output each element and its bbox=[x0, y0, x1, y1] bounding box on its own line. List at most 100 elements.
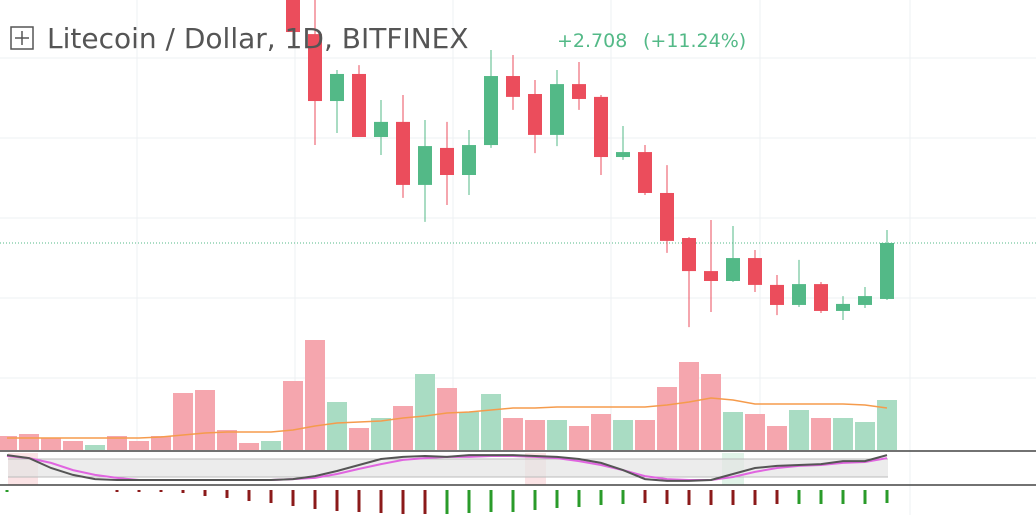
price-change: +2.708 bbox=[557, 30, 627, 52]
volume-bar bbox=[19, 434, 39, 450]
volume-bar bbox=[129, 441, 149, 450]
volume-bar bbox=[481, 394, 501, 450]
volume-bar bbox=[635, 420, 655, 450]
histogram-bar bbox=[379, 490, 383, 513]
volume-bar bbox=[195, 390, 215, 450]
histogram-bar bbox=[577, 490, 581, 507]
volume-ma bbox=[7, 397, 888, 439]
histogram-bar bbox=[467, 490, 471, 513]
candle-body bbox=[792, 284, 806, 305]
candle-body bbox=[682, 238, 696, 272]
candle-body bbox=[770, 284, 784, 305]
volume-bar bbox=[239, 443, 259, 450]
histogram-bar bbox=[137, 490, 141, 492]
candle-body bbox=[594, 96, 608, 158]
volume-bar bbox=[591, 414, 611, 450]
histogram-bar bbox=[5, 490, 9, 492]
volume-bar bbox=[459, 412, 479, 450]
volume-bar bbox=[173, 393, 193, 450]
histogram-bar bbox=[731, 490, 735, 505]
histogram-bar bbox=[357, 490, 361, 512]
volume-bar bbox=[547, 420, 567, 450]
candle-body bbox=[814, 284, 828, 311]
volume-bar bbox=[85, 445, 105, 450]
volume-bar bbox=[107, 436, 127, 450]
volume-bar bbox=[745, 414, 765, 450]
volume-bar bbox=[151, 436, 171, 450]
volume-bar bbox=[679, 362, 699, 450]
histogram-bar bbox=[841, 490, 845, 504]
volume-bar bbox=[217, 430, 237, 450]
candle-body bbox=[550, 84, 564, 135]
histogram-bar bbox=[225, 490, 229, 498]
volume-bar bbox=[63, 441, 83, 450]
volume-bar bbox=[767, 426, 787, 450]
histogram-bar bbox=[159, 490, 163, 492]
candle-body bbox=[484, 76, 498, 146]
histogram-bar bbox=[489, 490, 493, 512]
volume-bar bbox=[283, 381, 303, 450]
volume-bar bbox=[701, 374, 721, 450]
histogram-bar bbox=[203, 490, 207, 496]
volume-bar bbox=[789, 410, 809, 450]
candle-body bbox=[836, 303, 850, 311]
volume-bar bbox=[41, 438, 61, 450]
histogram-bar bbox=[753, 490, 757, 505]
candle-body bbox=[748, 258, 762, 285]
candle-body bbox=[880, 242, 894, 299]
histogram-bar bbox=[335, 490, 339, 511]
histogram-bar bbox=[665, 490, 669, 504]
volume-bar bbox=[437, 388, 457, 450]
histogram-bar bbox=[709, 490, 713, 505]
candle-body bbox=[286, 0, 300, 33]
candle-body bbox=[506, 76, 520, 97]
volume-bar bbox=[503, 418, 523, 450]
histogram-bar bbox=[819, 490, 823, 504]
histogram-bar bbox=[291, 490, 295, 506]
histogram-bar bbox=[775, 490, 779, 504]
histogram-bar bbox=[863, 490, 867, 504]
candle-body bbox=[660, 192, 674, 241]
candle-body bbox=[440, 147, 454, 175]
volume-bar bbox=[305, 340, 325, 450]
volume-bar bbox=[877, 400, 897, 450]
volume-bar bbox=[833, 418, 853, 450]
volume-bar bbox=[657, 387, 677, 450]
candle-body bbox=[374, 121, 388, 137]
volume-bar bbox=[349, 428, 369, 450]
volume-bar bbox=[327, 402, 347, 450]
histogram-bar bbox=[621, 490, 625, 504]
legend: Litecoin / Dollar, 1D, BITFINEX +2.708 (… bbox=[10, 22, 746, 55]
candle-body bbox=[308, 34, 322, 102]
volume-bar bbox=[415, 374, 435, 450]
histogram-bar bbox=[511, 490, 515, 512]
price-change-pct: (+11.24%) bbox=[643, 30, 746, 52]
candle-body bbox=[638, 152, 652, 193]
volume-bar bbox=[569, 426, 589, 450]
candle-body bbox=[726, 258, 740, 281]
volume-bar bbox=[723, 412, 743, 450]
candle-body bbox=[528, 94, 542, 135]
stoch-k-line bbox=[6, 454, 888, 482]
histogram-bar bbox=[555, 490, 559, 508]
volume-bar bbox=[393, 406, 413, 450]
candle-body bbox=[352, 73, 366, 137]
histogram-bar bbox=[599, 490, 603, 505]
volume-bar bbox=[525, 420, 545, 450]
candle-body bbox=[418, 146, 432, 185]
volume-bar bbox=[613, 420, 633, 450]
histogram-bar bbox=[423, 490, 427, 514]
histogram-bar bbox=[687, 490, 691, 505]
candle-body bbox=[462, 145, 476, 175]
histogram-bar bbox=[181, 490, 185, 493]
histogram-bar bbox=[313, 490, 317, 509]
histogram-bar bbox=[885, 490, 889, 503]
candle-body bbox=[396, 121, 410, 185]
candle-body bbox=[616, 152, 630, 158]
histogram-bar bbox=[115, 490, 119, 492]
stoch-band bbox=[8, 459, 888, 477]
chart-title: Litecoin / Dollar, 1D, BITFINEX bbox=[47, 22, 469, 55]
